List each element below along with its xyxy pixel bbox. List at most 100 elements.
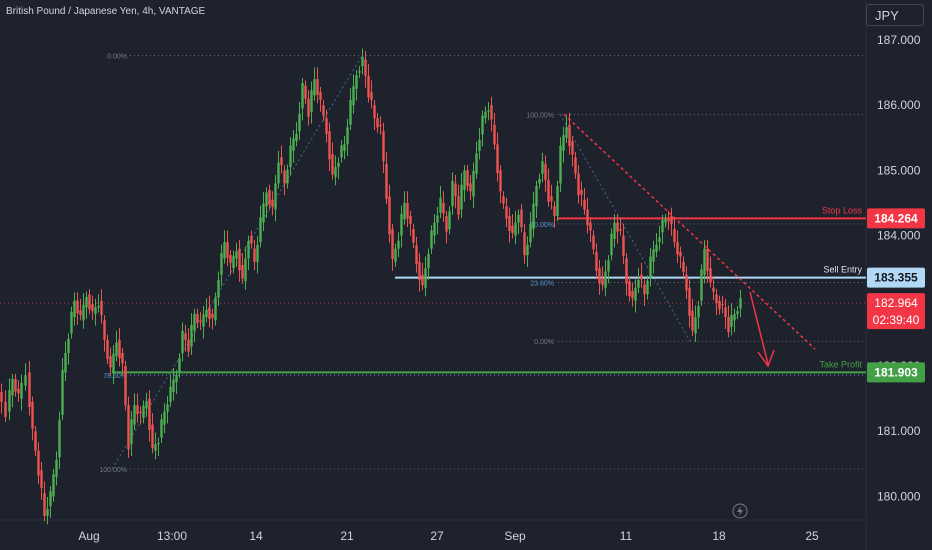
candle-body <box>553 206 556 217</box>
candle-body <box>382 131 385 162</box>
candle-body <box>397 240 400 249</box>
candle-body <box>322 105 325 116</box>
candle-body <box>289 145 292 168</box>
candle-body <box>568 124 571 147</box>
candle-body <box>403 203 406 220</box>
x-tick-label: Sep <box>504 529 526 543</box>
candle-body <box>376 118 379 128</box>
candle-body <box>508 216 511 232</box>
candle-body <box>514 222 517 236</box>
candle-body <box>154 444 157 451</box>
candle-body <box>28 372 31 408</box>
candle-body <box>166 404 169 412</box>
candle-body <box>133 405 136 425</box>
candle-body <box>610 233 613 256</box>
fib-left-level-label: 78.60% <box>103 373 127 380</box>
candle-body <box>70 311 73 334</box>
candle-body <box>406 203 409 219</box>
take-profit-label: Take Profit <box>819 359 862 369</box>
candle-body <box>475 153 478 174</box>
candle-body <box>196 313 199 323</box>
sell-entry-tag-box <box>867 267 925 288</box>
candle-body <box>157 442 160 445</box>
stop-loss-tag-box <box>867 208 925 229</box>
candle-body <box>694 317 697 334</box>
candle-body <box>580 189 583 195</box>
y-tick-label: 185.000 <box>877 163 921 177</box>
candle-body <box>724 307 727 318</box>
take-profit-tag-value: 181.903 <box>874 365 918 379</box>
candle-body <box>604 271 607 288</box>
candle-body <box>277 162 280 184</box>
candle-body <box>103 320 106 340</box>
candle-body <box>24 375 27 386</box>
x-tick-label: 21 <box>340 529 354 543</box>
candle-body <box>460 184 463 210</box>
candle-body <box>706 248 709 271</box>
chart-title: British Pound / Japanese Yen, 4h, VANTAG… <box>6 6 206 17</box>
candle-body <box>670 216 673 224</box>
candle-body <box>529 223 532 243</box>
candle-body <box>151 424 154 449</box>
candle-body <box>145 401 148 409</box>
candle-body <box>46 508 49 516</box>
currency-button[interactable]: JPY <box>866 4 924 26</box>
candle-body <box>139 411 142 413</box>
candle-body <box>337 162 340 168</box>
candle-body <box>334 167 337 177</box>
candle-body <box>4 401 7 417</box>
candle-body <box>64 352 67 373</box>
candle-body <box>109 356 112 368</box>
candle-body <box>268 189 271 205</box>
candle-body <box>421 274 424 286</box>
candle-body <box>445 216 448 232</box>
candle-body <box>367 75 370 98</box>
candle-body <box>550 196 553 202</box>
candle-body <box>148 398 151 430</box>
candle-body <box>538 178 541 184</box>
candle-body <box>697 306 700 318</box>
candle-body <box>214 297 217 321</box>
fib-right-trendline <box>559 114 691 342</box>
candle-body <box>181 330 184 353</box>
candle-body <box>715 294 718 304</box>
candle-body <box>646 280 649 295</box>
candle-body <box>457 196 460 215</box>
candle-body <box>721 304 724 306</box>
candle-body <box>454 183 457 197</box>
candle-body <box>247 240 250 259</box>
candle-body <box>250 235 253 244</box>
candle-body <box>361 56 364 67</box>
candle-body <box>490 105 493 120</box>
candle-body <box>562 135 565 151</box>
candle-body <box>730 315 733 327</box>
candle-body <box>451 180 454 207</box>
candle-body <box>262 203 265 223</box>
candle-body <box>391 229 394 260</box>
candle-body <box>8 390 11 412</box>
candle-body <box>235 251 238 259</box>
candle-body <box>469 183 472 192</box>
candle-body <box>61 369 64 415</box>
candle-body <box>97 306 100 308</box>
candle-body <box>58 420 61 458</box>
candle-body <box>199 320 202 322</box>
candle-body <box>223 242 226 259</box>
candle-body <box>346 127 349 145</box>
candle-body <box>256 244 259 262</box>
candle-body <box>589 222 592 231</box>
x-tick-label: 13:00 <box>157 529 187 543</box>
candle-body <box>226 242 229 258</box>
candle-body <box>640 274 643 280</box>
take-profit-tag-box <box>867 362 925 383</box>
candle-body <box>79 310 82 316</box>
x-tick-label: 27 <box>430 529 444 543</box>
candle-body <box>20 382 23 399</box>
candle-body <box>709 268 712 283</box>
candle-body <box>439 197 442 213</box>
candle-body <box>31 401 34 429</box>
current-price-tag-box <box>867 293 925 330</box>
candle-body <box>688 287 691 316</box>
